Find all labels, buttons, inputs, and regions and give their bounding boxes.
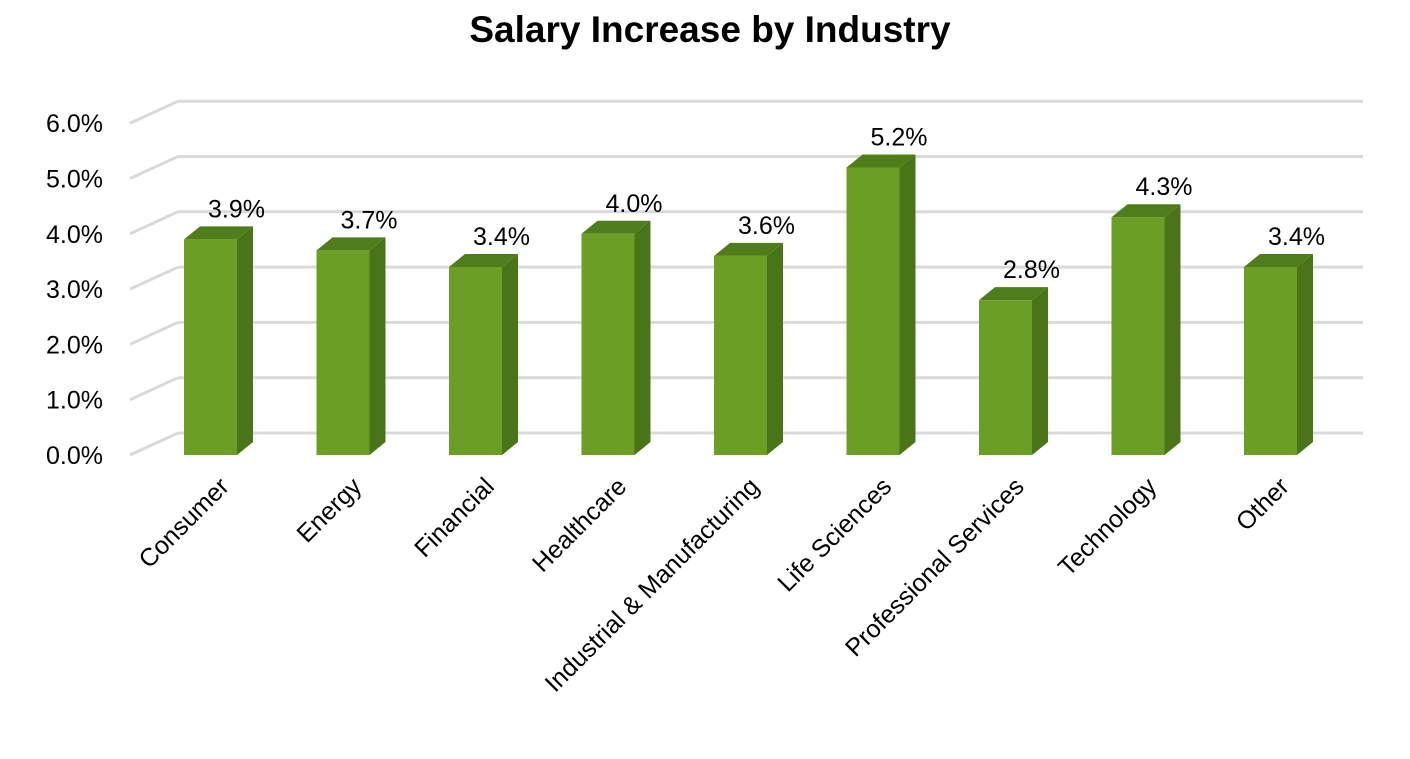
bar — [846, 154, 916, 455]
bar — [316, 237, 386, 455]
y-tick-label: 3.0% — [46, 276, 103, 304]
data-label: 3.6% — [738, 212, 795, 240]
data-label: 3.4% — [1268, 223, 1325, 251]
data-label: 3.4% — [473, 223, 530, 251]
y-axis-ticks: 0.0% 1.0% 2.0% 3.0% 4.0% 5.0% 6.0% — [46, 110, 103, 470]
data-label: 3.7% — [341, 206, 398, 234]
bar — [1111, 204, 1181, 455]
y-tick-label: 6.0% — [46, 110, 103, 138]
bar — [581, 220, 651, 455]
grid-diagonal — [129, 321, 179, 346]
y-tick-label: 1.0% — [46, 387, 103, 415]
grid-diagonal — [129, 99, 179, 125]
grid-diagonal — [129, 265, 179, 291]
x-axis-labels: Consumer Energy Financial HealthcareIndustr… — [133, 472, 1294, 698]
x-tick-label: Other — [1231, 472, 1295, 536]
data-label: 4.3% — [1136, 173, 1193, 201]
bar — [714, 242, 783, 455]
y-tick-label: 2.0% — [46, 331, 103, 359]
data-label: 3.9% — [208, 195, 265, 223]
y-tick-label: 5.0% — [46, 166, 103, 194]
x-tick-label: Life Sciences — [772, 472, 897, 597]
bar — [979, 287, 1048, 455]
grid-diagonal — [129, 431, 179, 457]
grid-diagonal — [129, 210, 179, 236]
x-tick-label: Healthcare — [527, 472, 632, 577]
x-tick-label: Technology — [1053, 472, 1163, 582]
data-label: 2.8% — [1003, 256, 1060, 284]
x-tick-label: Financial — [409, 472, 500, 563]
bar — [184, 226, 253, 455]
bar — [449, 253, 518, 455]
data-label: 5.2% — [871, 123, 928, 151]
x-tick-label: Industrial & Manufacturing — [540, 472, 765, 697]
bar — [1244, 253, 1313, 455]
y-tick-label: 4.0% — [46, 221, 103, 249]
x-tick-label: Consumer — [133, 472, 234, 573]
data-label: 4.0% — [606, 190, 663, 218]
x-tick-label: Energy — [291, 472, 367, 548]
bars: 3.9% 3.7% 3.4% 4.0% 3.6% 5.2% 2.8% 4.3% 3.4% — [184, 123, 1325, 455]
grid-diagonal — [129, 155, 179, 180]
y-tick-label: 0.0% — [46, 442, 103, 470]
chart-title: Salary Increase by Industry — [469, 9, 951, 50]
grid-diagonal — [129, 376, 179, 402]
